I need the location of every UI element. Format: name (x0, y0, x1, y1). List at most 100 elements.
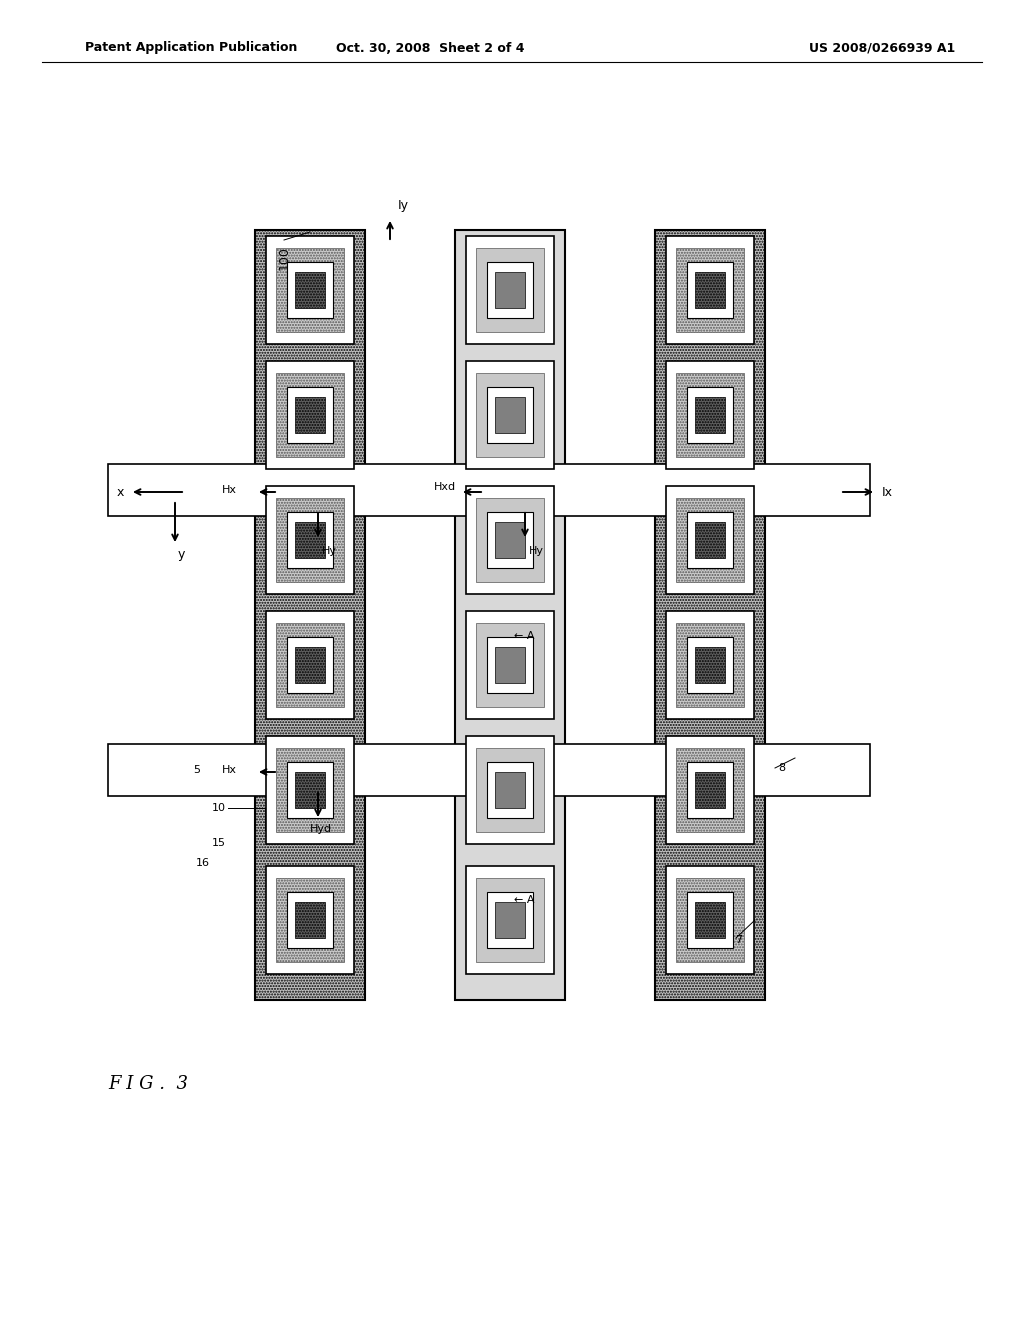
Bar (655, 230, 765, 1001)
Bar (666, 360, 754, 469)
Text: Hy: Hy (322, 546, 337, 556)
Bar (466, 611, 554, 719)
Bar (666, 866, 754, 974)
Bar (466, 737, 554, 843)
Bar (676, 498, 744, 582)
Bar (487, 387, 532, 444)
Bar (275, 878, 344, 962)
Bar (487, 762, 532, 818)
Bar (455, 230, 565, 1001)
Bar (476, 372, 545, 457)
Bar (487, 638, 532, 693)
Bar (266, 611, 354, 719)
Bar (466, 486, 554, 594)
Bar (266, 737, 354, 843)
Bar (466, 236, 554, 345)
Bar (287, 638, 333, 693)
Bar (476, 248, 545, 333)
Text: Patent Application Publication: Patent Application Publication (85, 41, 297, 54)
Bar (466, 360, 554, 469)
Bar (496, 647, 524, 682)
Bar (687, 892, 733, 948)
Bar (695, 772, 725, 808)
Bar (666, 486, 754, 594)
Bar (287, 762, 333, 818)
Text: Iy: Iy (398, 199, 409, 213)
Bar (476, 623, 545, 708)
Bar (676, 748, 744, 832)
Bar (496, 397, 524, 433)
Bar (676, 623, 744, 708)
Text: ← A: ← A (514, 631, 535, 642)
Bar (476, 748, 545, 832)
Bar (275, 498, 344, 582)
Bar (695, 647, 725, 682)
Bar (687, 387, 733, 444)
Text: 16: 16 (196, 858, 210, 869)
Bar (487, 261, 532, 318)
Bar (695, 523, 725, 558)
Text: 100: 100 (278, 246, 291, 269)
Bar (275, 248, 344, 333)
Bar (275, 372, 344, 457)
Bar (275, 748, 344, 832)
Text: Ix: Ix (882, 486, 893, 499)
Text: y: y (178, 548, 185, 561)
Bar (496, 902, 524, 937)
Text: 15: 15 (212, 838, 226, 847)
Bar (496, 272, 524, 308)
Text: 7: 7 (735, 935, 742, 945)
Bar (666, 611, 754, 719)
Text: 8: 8 (778, 763, 785, 774)
Bar (695, 902, 725, 937)
Bar (275, 623, 344, 708)
Bar (676, 372, 744, 457)
Bar (296, 397, 325, 433)
Text: Hxd: Hxd (434, 482, 456, 492)
Bar (287, 261, 333, 318)
Text: 5: 5 (193, 766, 200, 775)
Bar (108, 744, 870, 796)
Bar (296, 523, 325, 558)
Bar (687, 261, 733, 318)
Bar (108, 465, 870, 516)
Bar (296, 902, 325, 937)
Text: ← A: ← A (514, 895, 535, 906)
Bar (266, 360, 354, 469)
Bar (476, 498, 545, 582)
Bar (487, 512, 532, 568)
Bar (687, 762, 733, 818)
Bar (487, 892, 532, 948)
Bar (266, 236, 354, 345)
Bar (266, 866, 354, 974)
Bar (287, 387, 333, 444)
Text: Hyd: Hyd (310, 824, 332, 834)
Bar (496, 523, 524, 558)
Bar (676, 878, 744, 962)
Bar (695, 272, 725, 308)
Text: F I G .  3: F I G . 3 (108, 1074, 188, 1093)
Bar (296, 647, 325, 682)
Bar (476, 878, 545, 962)
Text: Oct. 30, 2008  Sheet 2 of 4: Oct. 30, 2008 Sheet 2 of 4 (336, 41, 524, 54)
Text: Hx: Hx (222, 484, 237, 495)
Bar (296, 272, 325, 308)
Bar (676, 248, 744, 333)
Bar (466, 866, 554, 974)
Bar (287, 512, 333, 568)
Bar (695, 397, 725, 433)
Text: Hy: Hy (529, 546, 544, 556)
Bar (266, 486, 354, 594)
Bar (666, 236, 754, 345)
Bar (255, 230, 365, 1001)
Bar (296, 772, 325, 808)
Text: US 2008/0266939 A1: US 2008/0266939 A1 (809, 41, 955, 54)
Text: Hx: Hx (222, 766, 237, 775)
Bar (687, 638, 733, 693)
Bar (687, 512, 733, 568)
Text: x: x (117, 486, 124, 499)
Bar (496, 772, 524, 808)
Bar (287, 892, 333, 948)
Text: 10: 10 (212, 803, 226, 813)
Bar (666, 737, 754, 843)
